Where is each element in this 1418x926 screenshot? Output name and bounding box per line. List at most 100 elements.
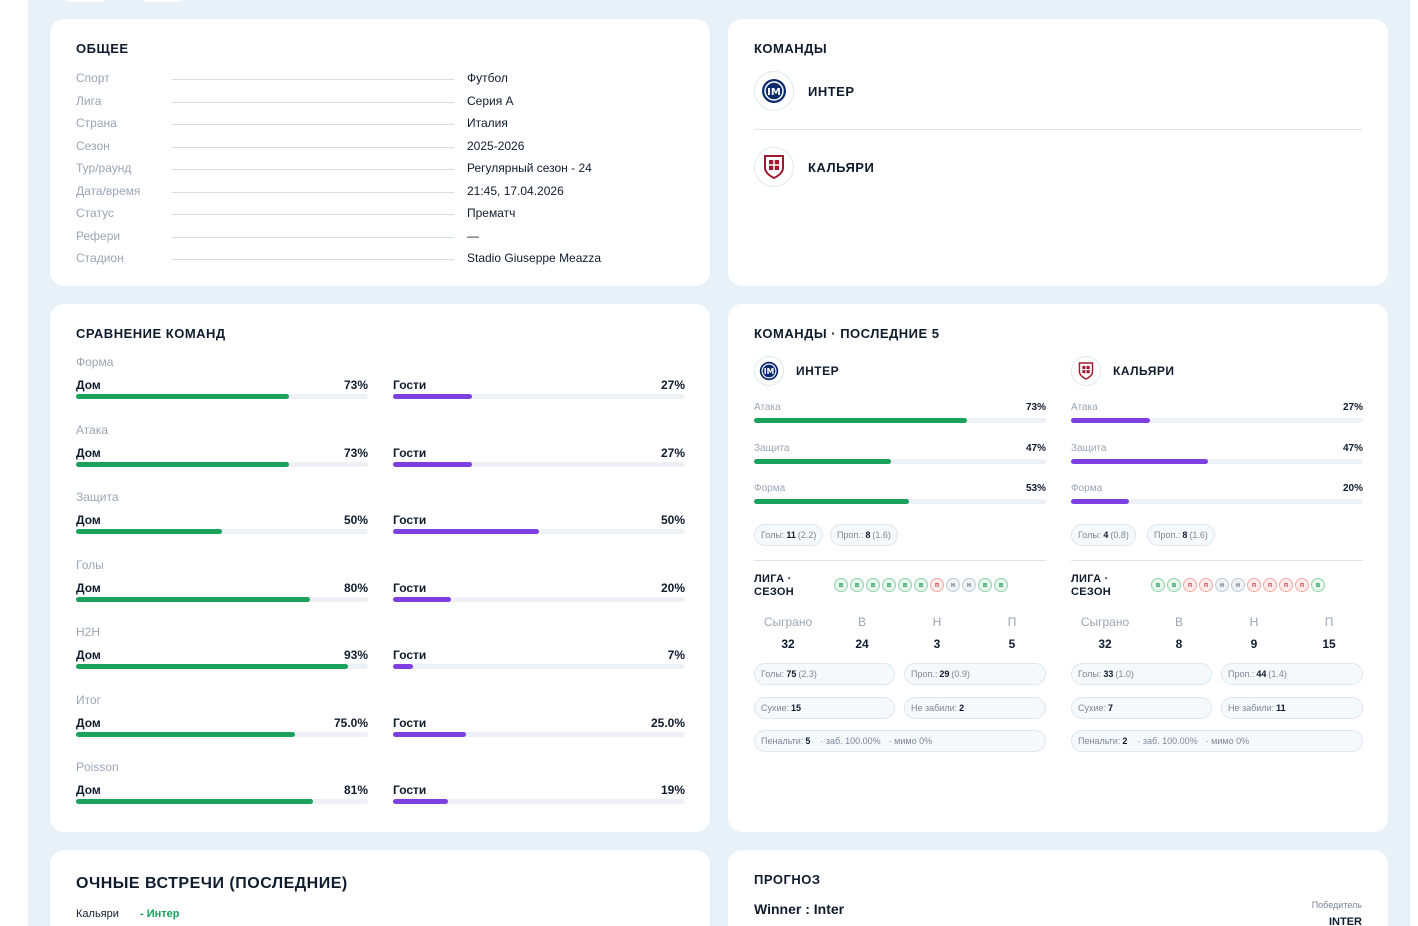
cagliari-logo-icon bbox=[1071, 356, 1101, 386]
comparison-home-percent: 50% bbox=[343, 513, 368, 527]
last5-metric-track bbox=[1071, 418, 1363, 423]
divider bbox=[754, 129, 1362, 130]
comparison-home-label: Дом bbox=[76, 580, 101, 595]
general-row-dotted-line bbox=[172, 79, 454, 80]
comparison-away-label: Гости bbox=[393, 445, 427, 460]
season-goals-pill: Голы: 75 (2.3) bbox=[754, 663, 895, 685]
season-stat-value: 32 bbox=[1098, 637, 1112, 651]
comparison-away-track bbox=[393, 394, 685, 399]
h2h-home-team: Кальяри bbox=[76, 908, 119, 920]
last5-team-header[interactable]: КАЛЬЯРИ bbox=[1071, 356, 1174, 386]
comparison-away-side: Гости 50% bbox=[393, 513, 685, 543]
league-season-label-line: ЛИГА · bbox=[754, 573, 792, 585]
last5-conceded-pill-part: Проп.: bbox=[837, 530, 864, 540]
penalties-label: Пенальти: bbox=[1078, 736, 1121, 746]
comparison-home-side: Дом 75.0% bbox=[76, 716, 368, 746]
season-stat-header: В bbox=[1174, 615, 1183, 629]
league-season-label: ЛИГА · СЕЗОН bbox=[754, 573, 794, 599]
last5-metric: Атака 27% bbox=[1071, 402, 1363, 428]
team-row-away[interactable]: КАЛЬЯРИ bbox=[754, 147, 874, 187]
comparison-category: H2H bbox=[76, 625, 101, 639]
clean-sheets-pill: Сухие: 15 bbox=[754, 697, 895, 719]
comparison-home-track bbox=[76, 461, 368, 467]
last5-goals-pill: Голы: 4 (0.8) bbox=[1071, 524, 1136, 546]
general-row: Тур/раунд Регулярный сезон - 24 bbox=[76, 161, 666, 183]
comparison-away-track bbox=[393, 596, 685, 602]
last5-metric-bar bbox=[1071, 458, 1209, 464]
forecast-winner-value: INTER bbox=[1329, 916, 1362, 926]
inter-logo-icon: IM bbox=[754, 356, 784, 386]
comparison-category: Форма bbox=[76, 355, 114, 369]
comparison-away-bar bbox=[393, 529, 539, 534]
comparison-away-label: Гости bbox=[393, 513, 427, 527]
penalties-scored: · заб. 100.00% bbox=[820, 736, 881, 746]
last5-goals-pill-part: (0.8) bbox=[1110, 530, 1129, 540]
general-row-dotted-line bbox=[172, 214, 454, 215]
form-result-chip: в bbox=[1311, 578, 1325, 592]
last5-metric-track bbox=[754, 458, 1046, 464]
season-stat-value: 24 bbox=[855, 637, 869, 651]
form-result-chip: в bbox=[882, 578, 896, 592]
general-row-dotted-line bbox=[172, 124, 454, 125]
last5-metric-value: 47% bbox=[1025, 442, 1046, 454]
last5-metric-value: 27% bbox=[1342, 402, 1363, 413]
last5-conceded-pill-part: (1.6) bbox=[872, 530, 891, 540]
svg-text:IM: IM bbox=[764, 367, 775, 376]
comparison-away-side: Гости 27% bbox=[393, 378, 685, 408]
team-row-home[interactable]: IM ИНТЕР bbox=[754, 71, 855, 111]
season-stat-header: В bbox=[857, 615, 866, 629]
failed-to-score-pill: Не забили: 2 bbox=[904, 697, 1046, 719]
forecast-winner-caption: Победитель bbox=[1311, 900, 1362, 910]
comparison-home-label: Дом bbox=[76, 715, 101, 730]
season-goals-pill-part: 75 bbox=[786, 669, 797, 679]
comparison-home-bar bbox=[76, 394, 290, 399]
h2h-card: ОЧНЫЕ ВСТРЕЧИ (ПОСЛЕДНИЕ) Кальяри - Инте… bbox=[50, 850, 710, 926]
season-conceded-pill-part: 44 bbox=[1256, 669, 1267, 679]
comparison-home-percent: 73% bbox=[343, 378, 368, 392]
h2h-match-row[interactable]: Кальяри - Интер bbox=[76, 908, 179, 920]
last5-metric-track bbox=[754, 418, 1046, 423]
penalties-missed: · мимо 0% bbox=[1205, 736, 1250, 746]
inter-logo-icon: IM bbox=[754, 71, 794, 111]
season-conceded-pill-part: Проп.: bbox=[911, 669, 938, 679]
season-conceded-pill: Проп.: 29 (0.9) bbox=[904, 663, 1046, 685]
comparison-home-label: Дом bbox=[76, 783, 101, 797]
season-stat-value: 9 bbox=[1250, 637, 1258, 651]
last5-team-header[interactable]: IM ИНТЕР bbox=[754, 356, 839, 386]
forecast-winner-text: Winner : Inter bbox=[754, 901, 845, 917]
comparison-away-side: Гости 25.0% bbox=[393, 716, 685, 746]
comparison-away-label: Гости bbox=[393, 715, 427, 730]
comparison-away-percent: 25.0% bbox=[650, 715, 685, 730]
comparison-away-label: Гости bbox=[393, 580, 427, 595]
teams-title: КОМАНДЫ bbox=[754, 41, 828, 56]
season-stat-value: 8 bbox=[1175, 637, 1183, 651]
season-conceded-pill-part: 29 bbox=[939, 669, 950, 679]
general-row-label: Сезон bbox=[76, 138, 110, 153]
season-stat-header: П bbox=[1324, 615, 1334, 629]
last5-metric-label: Атака bbox=[754, 402, 781, 413]
penalties-pill: Пенальти: 5 · заб. 100.00% · мимо 0% bbox=[754, 730, 1046, 752]
comparison-away-side: Гости 20% bbox=[393, 581, 685, 611]
general-row-dotted-line bbox=[172, 101, 454, 103]
season-stat-value: 15 bbox=[1322, 637, 1336, 651]
comparison-away-percent: 27% bbox=[660, 378, 685, 392]
clean-sheets-pill-part: Сухие: bbox=[761, 703, 790, 713]
comparison-home-percent: 80% bbox=[343, 580, 368, 595]
season-goals-pill-part: Голы: bbox=[761, 669, 785, 679]
comparison-away-label: Гости bbox=[393, 648, 427, 662]
comparison-home-percent: 73% bbox=[343, 445, 368, 460]
penalties-value: 2 bbox=[1122, 736, 1128, 746]
comparison-away-track bbox=[393, 529, 685, 534]
season-stat-value: 3 bbox=[933, 637, 941, 651]
last5-metric-label: Атака bbox=[1071, 402, 1098, 413]
comparison-away-side: Гости 27% bbox=[393, 446, 685, 476]
form-result-chip: п bbox=[930, 578, 944, 592]
general-row: Статус Прематч bbox=[76, 206, 666, 228]
comparison-away-track bbox=[393, 799, 685, 804]
form-result-chip: п bbox=[1247, 578, 1261, 592]
last5-metric-label: Форма bbox=[754, 483, 786, 494]
season-goals-pill: Голы: 33 (1.0) bbox=[1071, 663, 1212, 685]
clean-sheets-pill-part: 7 bbox=[1108, 703, 1114, 713]
last5-metric: Защита 47% bbox=[1071, 443, 1363, 469]
comparison-home-track bbox=[76, 731, 368, 737]
